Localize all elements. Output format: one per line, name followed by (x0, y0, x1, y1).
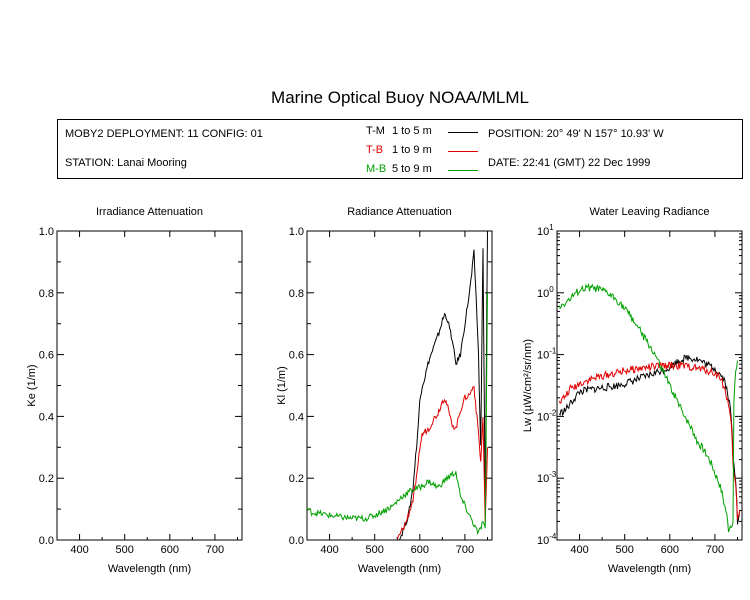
legend-line-mb (448, 170, 478, 171)
y-tick-label: 10-3 (537, 470, 557, 485)
x-tick-label: 600 (161, 544, 179, 556)
x-tick-label: 500 (616, 544, 634, 556)
x-tick-label: 500 (366, 544, 384, 556)
x-axis-label: Wavelength (nm) (608, 563, 691, 575)
chart-title: Marine Optical Buoy NOAA/MLML (271, 88, 529, 107)
y-axis-label: Kl (1/m) (276, 366, 288, 405)
plot-frame (56, 230, 243, 541)
y-tick-label: 0.2 (289, 473, 304, 485)
legend-range-tm: 1 to 5 m (392, 125, 432, 137)
series-line-t-b (558, 361, 741, 520)
x-tick-label: 500 (116, 544, 134, 556)
y-tick-label: 0.4 (39, 411, 54, 423)
series-line-m-b (306, 292, 488, 536)
y-tick-label: 0.0 (39, 535, 54, 547)
y-tick-label: 0.2 (39, 473, 54, 485)
x-tick-label: 400 (320, 544, 338, 556)
station-text: STATION: Lanai Mooring (65, 157, 187, 169)
series-line-t-b (396, 386, 488, 540)
panel-title: Water Leaving Radiance (589, 206, 709, 218)
legend-line-tb (448, 151, 478, 152)
y-tick-label: 0.4 (289, 411, 304, 423)
plot-frame (306, 230, 493, 541)
plot-frame (556, 230, 743, 541)
y-tick-label: 0.0 (289, 535, 304, 547)
deployment-text: MOBY2 DEPLOYMENT: 11 CONFIG: 01 (65, 128, 263, 140)
panel-title: Irradiance Attenuation (96, 206, 203, 218)
y-tick-label: 10-4 (537, 532, 557, 547)
x-tick-label: 700 (456, 544, 474, 556)
y-tick-label: 1.0 (289, 226, 304, 238)
y-tick-label: 100 (537, 285, 554, 300)
y-tick-label: 0.6 (289, 350, 304, 362)
y-tick-label: 0.8 (39, 288, 54, 300)
x-tick-label: 700 (706, 544, 724, 556)
position-text: POSITION: 20° 49' N 157° 10.93' W (488, 128, 664, 140)
legend-line-tm (448, 132, 478, 133)
legend-code-mb: M-B (366, 163, 387, 175)
y-tick-label: 101 (537, 223, 554, 238)
x-axis-label: Wavelength (nm) (108, 563, 191, 575)
panel-title: Radiance Attenuation (347, 206, 452, 218)
x-tick-label: 400 (70, 544, 88, 556)
x-tick-label: 600 (411, 544, 429, 556)
series-line-t-m (399, 230, 488, 541)
y-axis-label: Lw (µW/cm²/sr/nm) (522, 339, 534, 432)
y-tick-label: 1.0 (39, 226, 54, 238)
series-line-m-b (558, 282, 738, 533)
x-tick-label: 400 (570, 544, 588, 556)
series-line-t-m (558, 354, 741, 525)
info-box: MOBY2 DEPLOYMENT: 11 CONFIG: 01 STATION:… (57, 119, 743, 179)
y-tick-label: 0.8 (289, 288, 304, 300)
legend-range-mb: 5 to 9 m (392, 163, 432, 175)
y-tick-label: 10-1 (537, 347, 557, 362)
date-text: DATE: 22:41 (GMT) 22 Dec 1999 (488, 157, 651, 169)
y-axis-label: Ke (1/m) (26, 364, 38, 406)
legend-code-tb: T-B (366, 144, 384, 156)
legend-range-tb: 1 to 9 m (392, 144, 432, 156)
y-tick-label: 10-2 (537, 408, 557, 423)
x-tick-label: 600 (661, 544, 679, 556)
y-tick-label: 0.6 (39, 350, 54, 362)
x-tick-label: 700 (206, 544, 224, 556)
legend-code-tm: T-M (366, 125, 385, 137)
x-axis-label: Wavelength (nm) (358, 563, 441, 575)
